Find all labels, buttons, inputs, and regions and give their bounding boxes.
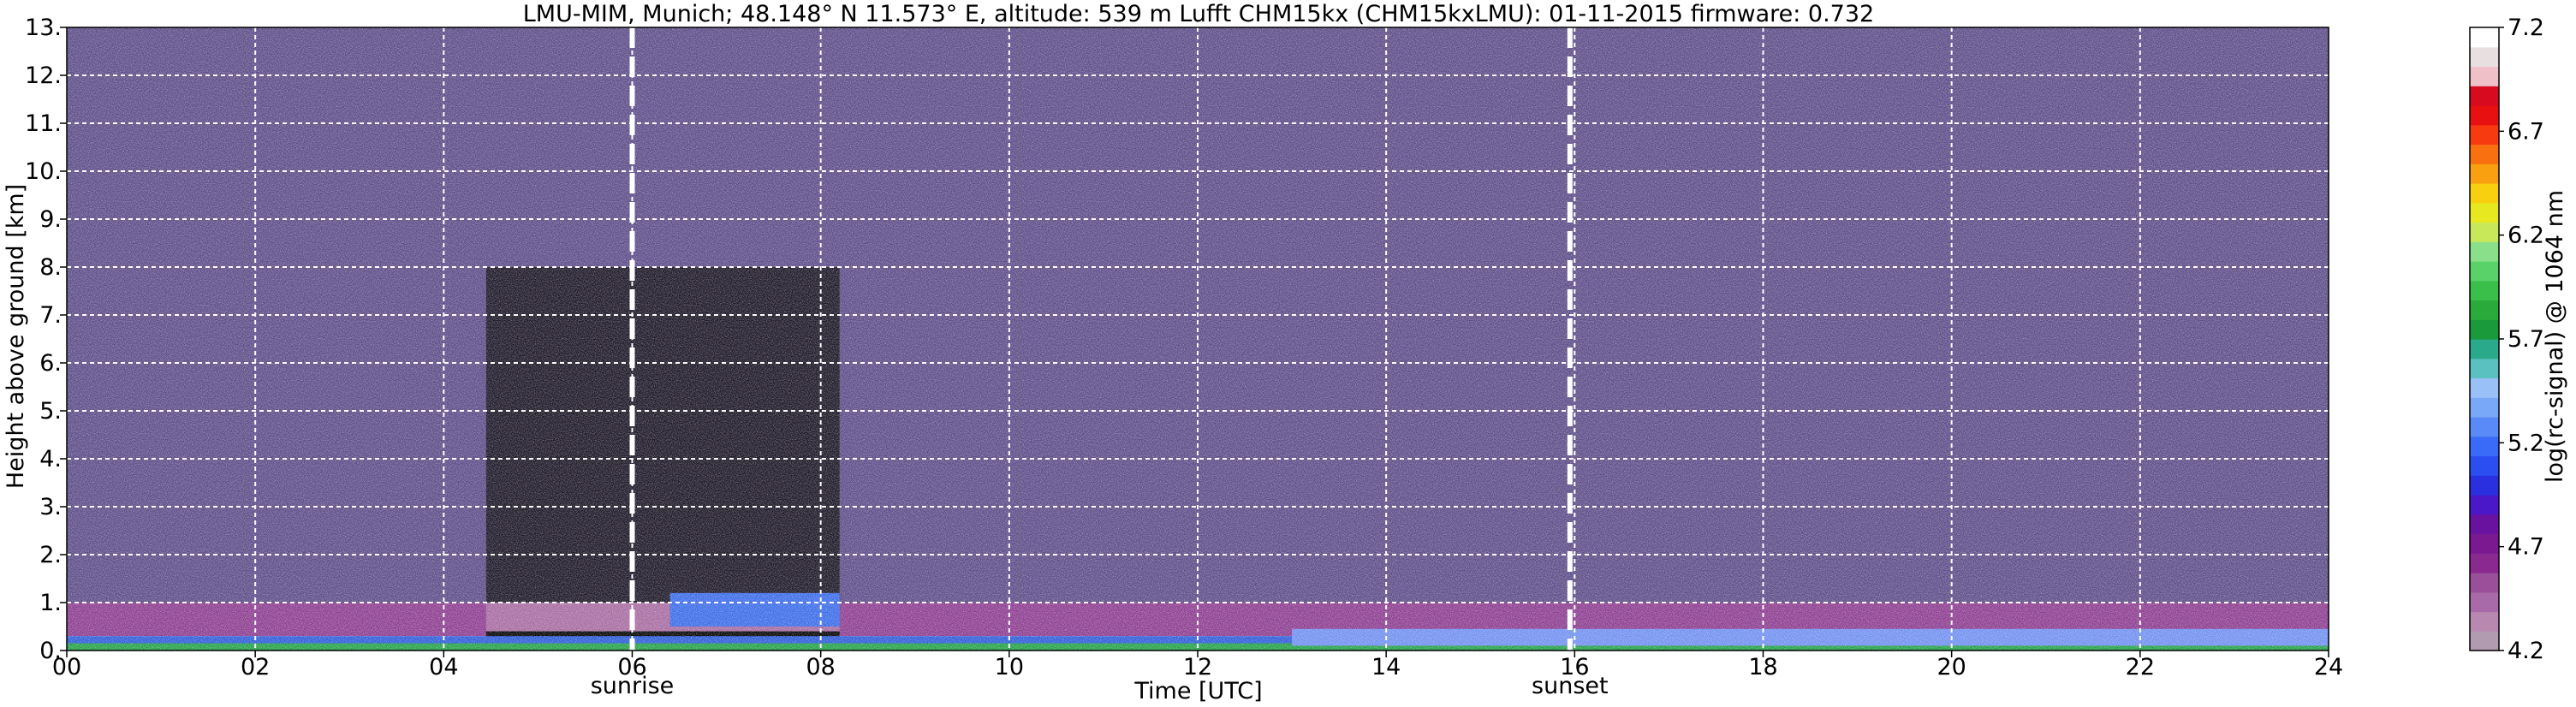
- colorbar-swatch: [2470, 553, 2499, 573]
- colorbar-swatch: [2470, 27, 2499, 48]
- colorbar-swatch: [2470, 377, 2499, 398]
- colorbar-tick-label: 5.2: [2508, 430, 2544, 456]
- colorbar-swatch: [2470, 300, 2499, 320]
- colorbar-swatch: [2470, 495, 2499, 515]
- chart-title: LMU-MIM, Munich; 48.148° N 11.573° E, al…: [523, 1, 1874, 27]
- y-tick-label: 2.: [39, 542, 62, 568]
- colorbar-swatch: [2470, 202, 2499, 223]
- colorbar-tick-label: 6.7: [2508, 118, 2544, 145]
- x-tick-label: 22: [2126, 654, 2155, 680]
- colorbar-swatch: [2470, 124, 2499, 146]
- event-label: sunrise: [591, 673, 675, 699]
- colorbar-swatch: [2470, 358, 2499, 379]
- colorbar-swatch: [2470, 319, 2499, 340]
- y-tick-label: 11.: [25, 110, 62, 137]
- colorbar-swatch: [2470, 163, 2499, 184]
- y-tick-label: 5.: [39, 398, 62, 425]
- x-tick-label: 04: [429, 654, 458, 680]
- x-tick-label: 02: [241, 654, 270, 680]
- colorbar-swatch: [2470, 631, 2499, 651]
- colorbar-swatch: [2470, 86, 2499, 106]
- x-tick-label: 20: [1936, 654, 1966, 680]
- x-tick-label: 00: [52, 654, 81, 680]
- colorbar-tick-label: 5.7: [2508, 326, 2544, 353]
- colorbar-swatch: [2470, 591, 2499, 613]
- colorbar-swatch: [2470, 533, 2499, 554]
- y-tick-label: 0.: [39, 638, 62, 664]
- y-tick-label: 10.: [25, 158, 62, 185]
- colorbar-tick-label: 7.2: [2508, 15, 2544, 41]
- x-tick-label: 24: [2314, 654, 2343, 680]
- x-tick-label: 16: [1560, 654, 1589, 680]
- x-tick-label: 12: [1183, 654, 1212, 680]
- colorbar-tick-label: 4.2: [2508, 638, 2544, 664]
- colorbar-swatch: [2470, 261, 2499, 282]
- y-tick-label: 12.: [25, 62, 62, 89]
- y-tick-label: 7.: [39, 302, 62, 329]
- colorbar-swatch: [2470, 417, 2499, 437]
- colorbar-tick-label: 4.7: [2508, 534, 2544, 561]
- y-tick-label: 4.: [39, 446, 62, 472]
- y-tick-label: 13.: [25, 15, 62, 41]
- colorbar-swatch: [2470, 573, 2499, 593]
- y-tick-label: 1.: [39, 590, 62, 616]
- colorbar-swatch: [2470, 339, 2499, 359]
- colorbar-swatch: [2470, 222, 2499, 242]
- colorbar-swatch: [2470, 46, 2499, 68]
- grid: [67, 27, 2329, 651]
- x-axis-label: Time [UTC]: [1133, 678, 1262, 704]
- event-lines: sunrise sunset: [591, 27, 1609, 699]
- x-tick-label: 10: [995, 654, 1024, 680]
- y-tick-label: 3.: [39, 494, 62, 520]
- colorbar-swatch: [2470, 241, 2499, 262]
- colorbar-swatch: [2470, 455, 2499, 476]
- colorbar-swatch: [2470, 105, 2499, 126]
- colorbar-swatch: [2470, 183, 2499, 204]
- x-tick-label: 08: [806, 654, 835, 680]
- x-tick-label: 14: [1371, 654, 1401, 680]
- colorbar-label: log(rc-signal) @ 1064 nm: [2542, 190, 2568, 483]
- y-tick-label: 8.: [39, 254, 62, 281]
- event-label: sunset: [1532, 673, 1609, 699]
- colorbar-swatch: [2470, 144, 2499, 164]
- x-tick-label: 06: [617, 654, 646, 680]
- y-tick-label: 6.: [39, 350, 62, 377]
- colorbar-swatch: [2470, 66, 2499, 86]
- colorbar-swatch: [2470, 475, 2499, 496]
- colorbar-swatch: [2470, 611, 2499, 632]
- axes: 0. 1. 2. 3. 4. 5. 6. 7. 8. 9. 10. 11. 12. 13. 00 02 04 06…: [25, 15, 2343, 680]
- y-axis-label: Height above ground [km]: [3, 184, 29, 489]
- y-tick-label: 9.: [39, 206, 62, 233]
- colorbar-tick-label: 6.2: [2508, 223, 2544, 249]
- colorbar-swatch: [2470, 436, 2499, 457]
- colorbar-swatch: [2470, 514, 2499, 535]
- x-tick-label: 18: [1748, 654, 1777, 680]
- colorbar-swatch: [2470, 280, 2499, 301]
- colorbar: 7.2 6.7 6.2 5.7 5.2 4.7 4.2: [2469, 15, 2544, 664]
- colorbar-swatch: [2470, 397, 2499, 418]
